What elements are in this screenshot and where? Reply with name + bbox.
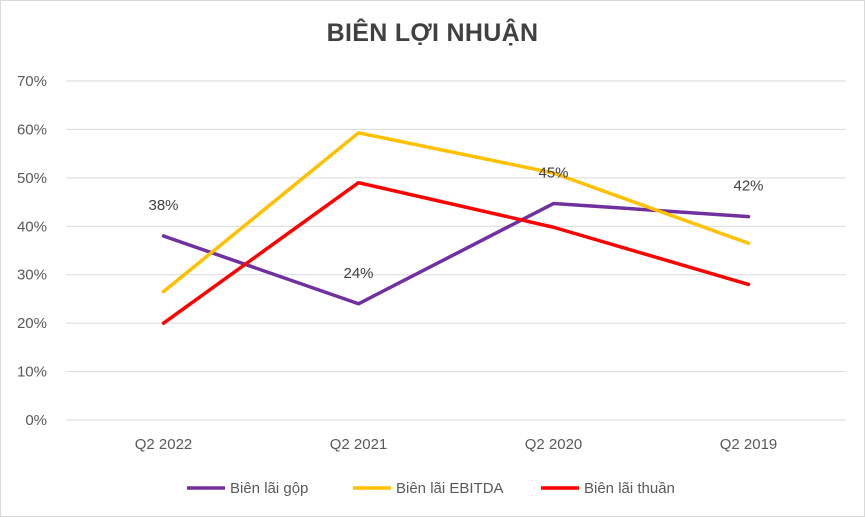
data-labels: 38% 24% 45% 42% — [148, 165, 763, 282]
x-tick-label: Q2 2022 — [135, 436, 193, 453]
series-line — [161, 131, 751, 294]
y-tick-label: 30% — [17, 267, 47, 284]
axes: 0% 10% 20% 30% 40% 50% 60% 70% Q2 2022 Q2 2021 Q2 … — [17, 73, 846, 453]
series-line — [161, 180, 751, 325]
x-tick-label: Q2 2021 — [330, 436, 388, 453]
data-label: 45% — [538, 165, 568, 182]
y-tick-label: 60% — [17, 121, 47, 138]
y-tick-label: 20% — [17, 315, 47, 332]
gridlines — [66, 80, 846, 373]
series-lines — [161, 131, 751, 325]
series-line — [161, 201, 751, 306]
legend-label: Biên lãi EBITDA — [396, 480, 504, 497]
chart-title: BIÊN LỢI NHUẬN — [326, 19, 539, 47]
legend-label: Biên lãi gộp — [230, 480, 308, 497]
legend: Biên lãi gộp Biên lãi EBITDA Biên lãi thuầ… — [187, 480, 675, 497]
x-tick-label: Q2 2019 — [720, 436, 778, 453]
y-tick-label: 70% — [17, 73, 47, 90]
legend-label: Biên lãi thuần — [584, 480, 675, 497]
y-tick-label: 40% — [17, 218, 47, 235]
data-label: 24% — [343, 265, 373, 282]
y-tick-label: 50% — [17, 170, 47, 187]
y-tick-label: 10% — [17, 364, 47, 381]
data-label: 42% — [733, 178, 763, 195]
data-label: 38% — [148, 197, 178, 214]
y-tick-label: 0% — [25, 412, 47, 429]
x-tick-label: Q2 2020 — [525, 436, 583, 453]
